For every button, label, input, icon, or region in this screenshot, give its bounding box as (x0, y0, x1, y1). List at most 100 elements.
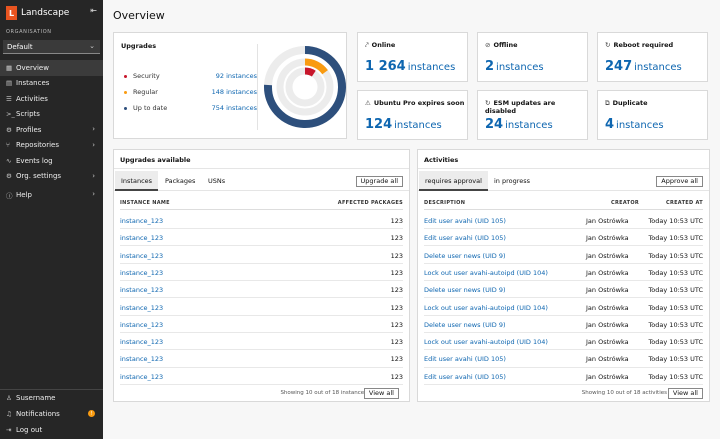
tab-packages[interactable]: Packages (165, 177, 196, 185)
approve-all-button[interactable]: Approve all (656, 176, 703, 187)
sidebar-item-activities[interactable]: ☰ Activities (0, 91, 103, 107)
sidebar-item-log-out[interactable]: ⇥ Log out (0, 422, 103, 438)
affected-packages-count: 123 (390, 268, 403, 277)
server-icon: ▤ (6, 79, 13, 88)
instance-name-link[interactable]: instance_123 (120, 286, 164, 295)
activity-description-link[interactable]: Delete user news (UID 9) (424, 320, 506, 329)
activity-description-link[interactable]: Delete user news (UID 9) (424, 286, 506, 295)
sidebar-item-help[interactable]: ⓘ Help › (0, 187, 103, 203)
legend-count-link[interactable]: 148 instances (211, 88, 257, 96)
sidebar-nav: ▦ Overview ▤ Instances ☰ Activities >_ Scripts ⚙… (0, 60, 103, 203)
table-row: instance_123 123 (120, 299, 403, 316)
chevron-right-icon: › (92, 171, 95, 180)
activities-tabs: requires approval in progress Approve al… (418, 171, 709, 191)
activity-created-at: Today 10:53 UTC (648, 303, 703, 312)
plug-off-icon: ⊘ (485, 41, 491, 49)
legend-label: Up to date (133, 104, 168, 112)
sidebar-item-label: Instances (16, 79, 50, 88)
activity-description-link[interactable]: Edit user avahi (UID 105) (424, 234, 506, 243)
stat-card-offline[interactable]: ⊘ Offline 2 instances (477, 32, 588, 82)
activity-creator: Jan Ostrówka (586, 320, 629, 329)
brand[interactable]: L Landscape (6, 6, 69, 20)
activity-created-at: Today 10:53 UTC (648, 217, 703, 225)
regular-ring[interactable] (304, 58, 328, 75)
tab-in-progress[interactable]: in progress (494, 177, 531, 185)
stat-title-text: Duplicate (612, 99, 648, 107)
tab-requires-approval[interactable]: requires approval (419, 171, 488, 191)
sidebar-item-repositories[interactable]: ⑂ Repositories › (0, 138, 103, 154)
stat-value-link[interactable]: 1 264 instances (365, 59, 455, 74)
legend-label: Regular (133, 88, 158, 96)
legend-count-link[interactable]: 754 instances (211, 104, 257, 112)
up-to-date-ring[interactable] (264, 46, 346, 128)
sidebar-item-susername[interactable]: ♙ Susername (0, 390, 103, 406)
sidebar-item-overview[interactable]: ▦ Overview (0, 60, 103, 76)
legend-dot (124, 74, 127, 78)
table-header: DESCRIPTION CREATOR CREATED AT (424, 196, 703, 210)
stat-value-link[interactable]: 24 instances (485, 117, 553, 132)
table-row: instance_123 123 (120, 350, 403, 368)
column-instance-name: INSTANCE NAME (120, 200, 170, 206)
stat-value-link[interactable]: 4 instances (605, 117, 664, 132)
stat-value-link[interactable]: 124 instances (365, 117, 442, 132)
instance-name-link[interactable]: instance_123 (120, 234, 164, 243)
affected-packages-count: 123 (390, 286, 403, 295)
instance-name-link[interactable]: instance_123 (120, 268, 164, 277)
stat-card-esm-updates-are-disabled[interactable]: ↻ ESM updates are disabled 24 instances (477, 90, 588, 140)
activity-description-link[interactable]: Edit user avahi (UID 105) (424, 372, 506, 381)
page-title: Overview (113, 9, 165, 22)
sidebar-item-scripts[interactable]: >_ Scripts (0, 107, 103, 123)
stat-value-link[interactable]: 2 instances (485, 59, 544, 74)
stat-title: ⤤ Online (365, 41, 395, 50)
activity-description-link[interactable]: Lock out user avahi-autoipd (UID 104) (424, 268, 548, 277)
stat-card-reboot-required[interactable]: ↻ Reboot required 247 instances (597, 32, 708, 82)
stat-number: 24 (485, 117, 504, 132)
stat-card-online[interactable]: ⤤ Online 1 264 instances (357, 32, 468, 82)
grid-icon: ▦ (6, 63, 13, 72)
sidebar-item-notifications[interactable]: ♫ Notifications! (0, 406, 103, 422)
security-ring[interactable] (304, 67, 316, 77)
sidebar-item-profiles[interactable]: ⚙ Profiles › (0, 122, 103, 138)
activity-creator: Jan Ostrówka (586, 286, 629, 295)
activity-description-link[interactable]: Edit user avahi (UID 105) (424, 355, 506, 364)
upgrade-all-button[interactable]: Upgrade all (355, 176, 403, 187)
legend-dot (124, 106, 127, 110)
stat-card-ubuntu-pro-expires-soon[interactable]: ⚠ Ubuntu Pro expires soon 124 instances (357, 90, 468, 140)
view-all-button[interactable]: View all (363, 388, 399, 399)
activity-created-at: Today 10:53 UTC (648, 372, 703, 381)
sidebar-item-events-log[interactable]: ∿ Events log (0, 153, 103, 169)
profile-icon: ⚙ (6, 125, 12, 134)
activity-creator: Jan Ostrówka (586, 217, 629, 225)
instance-name-link[interactable]: instance_123 (120, 303, 164, 312)
activity-description-link[interactable]: Lock out user avahi-autoipd (UID 104) (424, 338, 548, 347)
sidebar: L Landscape ⇤ ORGANISATION Default ⌄ ▦ Ov… (0, 0, 103, 439)
activity-description-link[interactable]: Lock out user avahi-autoipd (UID 104) (424, 303, 548, 312)
upgrades-title: Upgrades (121, 42, 157, 50)
instance-name-link[interactable]: instance_123 (120, 355, 164, 364)
stat-unit: instances (616, 120, 664, 131)
sidebar-item-org-settings[interactable]: ⚙ Org. settings › (0, 169, 103, 185)
sidebar-item-label: Notifications (16, 410, 60, 418)
activity-created-at: Today 10:53 UTC (648, 286, 703, 295)
tab-instances[interactable]: Instances (115, 171, 159, 191)
org-select[interactable]: Default ⌄ (3, 40, 100, 54)
activity-created-at: Today 10:53 UTC (648, 338, 703, 347)
sidebar-item-instances[interactable]: ▤ Instances (0, 76, 103, 92)
collapse-sidebar-icon[interactable]: ⇤ (90, 6, 97, 15)
view-all-button[interactable]: View all (667, 388, 703, 399)
chevron-down-icon: ⌄ (89, 42, 95, 50)
stat-card-duplicate[interactable]: ⧉ Duplicate 4 instances (597, 90, 708, 140)
instance-name-link[interactable]: instance_123 (120, 251, 164, 260)
activity-description-link[interactable]: Delete user news (UID 9) (424, 251, 506, 260)
instance-name-link[interactable]: instance_123 (120, 217, 164, 225)
notification-badge: ! (88, 410, 95, 417)
legend-count-link[interactable]: 92 instances (215, 72, 257, 80)
instance-name-link[interactable]: instance_123 (120, 338, 164, 347)
instance-name-link[interactable]: instance_123 (120, 320, 164, 329)
activity-description-link[interactable]: Edit user avahi (UID 105) (424, 217, 506, 225)
tab-usns[interactable]: USNs (208, 177, 226, 185)
instance-name-link[interactable]: instance_123 (120, 372, 164, 381)
stat-value-link[interactable]: 247 instances (605, 59, 682, 74)
table-row: Edit user avahi (UID 105) Jan Ostrówka Tod… (424, 350, 703, 368)
stat-title: ⧉ Duplicate (605, 99, 648, 108)
